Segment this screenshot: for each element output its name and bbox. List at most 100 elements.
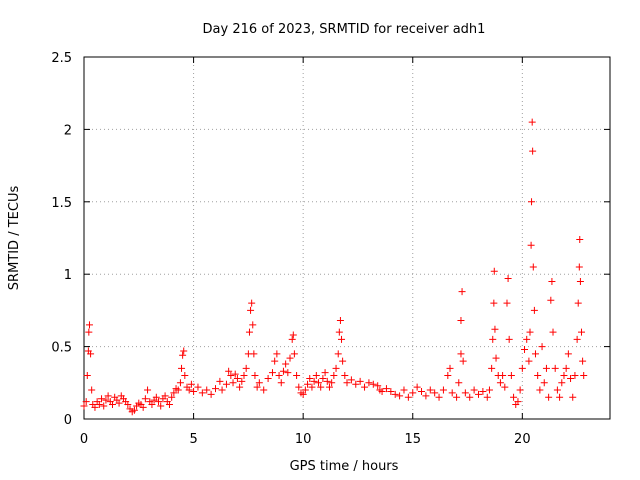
data-point <box>461 389 469 397</box>
data-point <box>488 364 496 372</box>
data-point <box>542 364 550 372</box>
data-point <box>549 328 557 336</box>
y-tick-label: 1.5 <box>51 196 72 211</box>
data-point <box>551 364 559 372</box>
data-point <box>255 379 263 387</box>
y-axis-label: SRMTID / TECUs <box>7 186 22 291</box>
data-point <box>538 343 546 351</box>
data-point <box>523 335 531 343</box>
data-point <box>378 387 386 395</box>
data-point <box>567 374 575 382</box>
data-point <box>409 389 417 397</box>
x-tick-label: 0 <box>80 432 88 447</box>
data-point <box>190 387 198 395</box>
data-point <box>446 364 454 372</box>
data-point <box>233 374 241 382</box>
data-point <box>479 387 487 395</box>
data-point <box>115 399 123 407</box>
data-point <box>247 306 255 314</box>
data-point <box>431 389 439 397</box>
data-point <box>576 235 584 243</box>
data-point <box>141 395 149 403</box>
data-point <box>553 386 561 394</box>
data-point <box>531 350 539 358</box>
data-point <box>514 398 522 406</box>
data-point <box>361 383 369 391</box>
data-point <box>250 350 258 358</box>
data-point <box>343 379 351 387</box>
data-point <box>330 372 338 380</box>
x-tick-label: 20 <box>514 432 531 447</box>
data-point <box>91 403 99 411</box>
data-point <box>185 386 193 394</box>
data-point <box>198 389 206 397</box>
data-point <box>301 386 309 394</box>
data-point <box>365 379 373 387</box>
data-point <box>347 376 355 384</box>
data-point <box>319 374 327 382</box>
data-point <box>341 372 349 380</box>
data-point <box>501 383 509 391</box>
data-point <box>470 386 478 394</box>
data-point <box>124 401 132 409</box>
data-point <box>181 372 189 380</box>
data-point <box>475 390 482 398</box>
data-point <box>88 386 96 394</box>
data-point <box>271 357 279 365</box>
data-point <box>556 393 564 401</box>
data-point <box>332 364 340 372</box>
data-point <box>573 335 581 343</box>
data-point <box>485 386 493 394</box>
data-point <box>490 299 498 307</box>
data-point <box>108 401 116 409</box>
data-point <box>534 372 542 380</box>
y-tick-label: 2.5 <box>51 51 72 66</box>
data-point <box>459 357 467 365</box>
data-point <box>338 335 346 343</box>
x-axis-label: GPS time / hours <box>290 459 399 474</box>
data-point <box>580 372 588 380</box>
data-point <box>516 386 524 394</box>
data-point <box>413 383 421 391</box>
data-point <box>321 369 329 377</box>
data-point <box>391 390 399 398</box>
data-point <box>530 306 538 314</box>
data-point <box>426 386 434 394</box>
data-point <box>207 390 215 398</box>
y-tick-label: 2 <box>64 123 72 138</box>
y-axis: 0 0.5 1 1.5 2 2.5 <box>51 51 610 428</box>
data-point <box>308 383 316 391</box>
data-point <box>152 393 160 401</box>
data-point <box>216 377 224 385</box>
data-point <box>466 393 474 401</box>
data-point <box>187 380 195 388</box>
data-point <box>323 377 331 385</box>
data-point <box>282 360 290 368</box>
data-point <box>299 390 307 398</box>
x-tick-label: 10 <box>295 432 312 447</box>
data-point <box>203 386 211 394</box>
data-point <box>562 364 570 372</box>
data-point <box>236 383 244 391</box>
data-point <box>304 380 312 388</box>
chart-title: Day 216 of 2023, SRMTID for receiver adh… <box>203 22 486 37</box>
data-point <box>284 369 292 377</box>
data-point <box>85 328 93 336</box>
y-tick-label: 1 <box>64 268 72 283</box>
data-point <box>578 328 586 336</box>
data-point <box>315 379 323 387</box>
data-point <box>574 299 582 307</box>
data-point <box>102 396 110 404</box>
data-point <box>328 379 336 387</box>
data-point <box>387 387 395 395</box>
data-point <box>98 395 106 403</box>
plot-frame <box>83 56 611 420</box>
data-point <box>95 401 103 409</box>
data-point <box>528 198 536 206</box>
data-point <box>273 350 281 358</box>
data-point <box>170 389 178 397</box>
data-point <box>194 383 202 391</box>
x-axis: 0 5 10 15 20 <box>80 57 531 447</box>
data-point <box>249 321 257 329</box>
